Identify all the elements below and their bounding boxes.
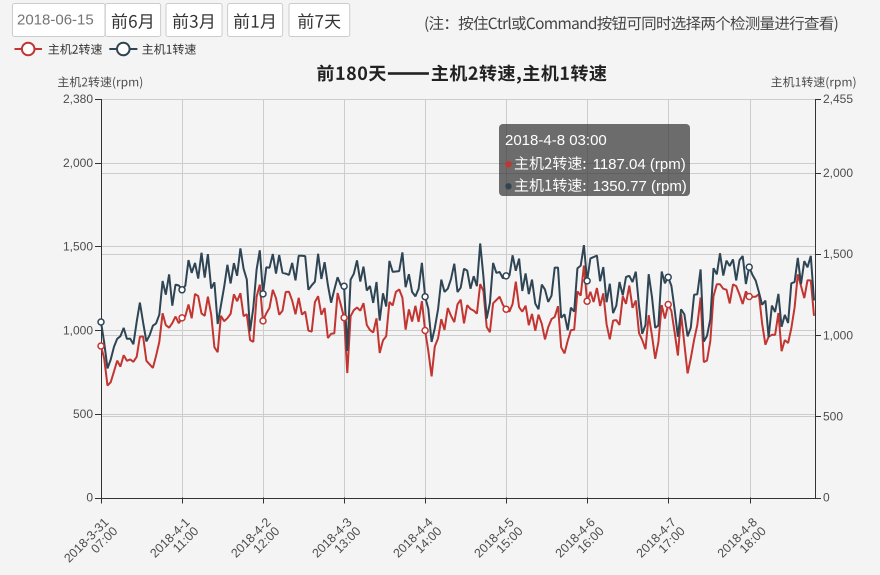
svg-text:500: 500	[823, 410, 843, 424]
svg-text:1187.04 (rpm): 1187.04 (rpm)	[593, 156, 686, 173]
svg-text:2,455: 2,455	[823, 92, 853, 106]
svg-text:1,500: 1,500	[63, 240, 93, 254]
svg-text:500: 500	[73, 407, 93, 421]
svg-text:1,500: 1,500	[823, 247, 853, 261]
svg-text:0: 0	[823, 491, 830, 505]
svg-text:2,380: 2,380	[63, 92, 93, 106]
svg-text:2018-06-15: 2018-06-15	[17, 12, 94, 29]
svg-text:2,000: 2,000	[63, 156, 93, 170]
svg-text:1,000: 1,000	[823, 328, 853, 342]
svg-text:1350.77 (rpm): 1350.77 (rpm)	[593, 178, 687, 195]
svg-text:2,000: 2,000	[823, 166, 853, 180]
svg-text:0: 0	[86, 491, 93, 505]
svg-text:2018-4-8 03:00: 2018-4-8 03:00	[505, 132, 607, 149]
svg-text:1,000: 1,000	[63, 323, 93, 337]
